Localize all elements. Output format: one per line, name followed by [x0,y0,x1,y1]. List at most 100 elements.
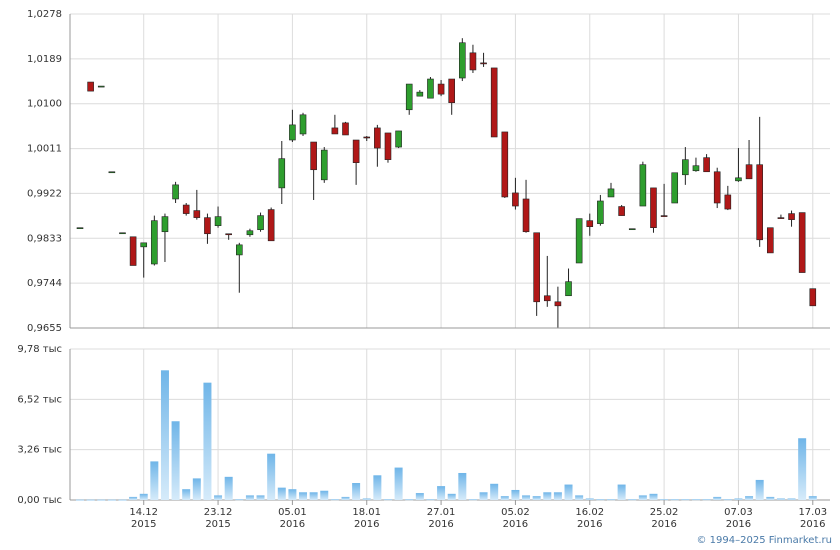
candle-body [352,139,360,163]
candle-body [597,200,604,224]
candle-body [342,122,349,136]
candle-body [289,124,296,141]
volume-bar [745,496,754,500]
candle-body [108,171,116,174]
y-tick-label: 1,0011 [27,144,62,155]
candle-body [363,136,371,139]
candle-body [257,215,264,231]
candle-body [575,218,583,264]
volume-bar [511,489,520,500]
candle-body [788,213,795,220]
candle-body [777,217,785,219]
candle-body [480,62,487,65]
candle-body [374,127,381,149]
volume-bar [649,493,658,500]
volume-bar [394,467,403,500]
volume-bar [532,496,541,500]
candle-body [310,141,317,171]
volume-bar [97,499,106,501]
volume-bar [330,499,339,501]
volume-bar [798,438,807,500]
candle-body [427,78,434,99]
candle-body [554,301,562,307]
candle-body [87,81,94,92]
x-tick-label: 16.02 2016 [575,507,605,530]
candle-body [204,217,211,235]
volume-bar [150,461,159,500]
candle-body [151,220,158,265]
candle-body [416,91,424,97]
volume-bar [447,493,456,500]
volume-bar [468,499,477,501]
candle-body [384,132,392,160]
candle-body [628,228,636,231]
x-tick-label: 17.03 2016 [798,507,828,530]
candle-body [119,232,126,235]
x-tick-label: 14.12 2015 [129,507,159,530]
candle-body [278,158,286,189]
candle-body [660,215,668,217]
candle-body [522,198,530,233]
y-tick-label: 0,9744 [27,278,62,289]
volume-bar [362,498,371,500]
volume-bar [713,496,722,500]
y-tick-label: 1,0100 [27,99,62,110]
candle-body [97,85,105,88]
candle-body [172,184,179,200]
x-tick-label: 05.02 2016 [501,507,530,530]
candle-body [618,206,625,216]
footer: © 1994–2025 Finmarket.ru [696,535,832,546]
volume-bar [660,499,669,501]
volume-bar [107,499,116,501]
candle-body [490,67,498,138]
volume-bar [458,472,467,500]
candle-body [129,236,137,266]
volume-bar [787,498,796,500]
volume-bar [256,495,265,500]
candle-body [756,164,763,241]
volume-bar [86,499,95,501]
volume-bar [723,499,732,501]
volume-bar [575,495,584,500]
volume-bar [734,498,743,500]
volume-bar [500,496,509,500]
y-tick-label: 0,9833 [27,233,62,244]
candle-body [405,83,413,111]
candle-body [735,177,742,182]
volume-bar [596,499,605,501]
candle-body [745,164,753,180]
volume-bar [490,483,499,500]
volume-bar [479,492,488,500]
y-tick-label: 1,0189 [27,54,62,65]
volume-bar [628,499,637,501]
volume-bar [320,490,329,500]
volume-bar [171,421,180,500]
volume-bar [553,492,562,500]
candle-body [512,192,519,207]
candle-body [724,194,732,210]
volume-bar [373,475,382,500]
candle-body [459,42,466,79]
volume-bar [766,496,775,500]
volume-bar [405,499,414,501]
candle-body [267,209,275,242]
volume-bar [118,499,127,501]
x-tick-label: 23.12 2015 [203,507,233,530]
volume-bar [426,499,435,501]
candle-body [586,220,594,227]
volume-bar [160,370,169,500]
x-tick-label: 25.02 2016 [649,507,679,530]
volume-bar [224,476,233,500]
volume-bar [182,489,191,500]
candle-body [543,295,551,302]
candle-body [193,210,201,218]
volume-bar [564,484,573,500]
volume-bar [288,489,297,500]
x-tick-label: 07.03 2016 [724,507,753,530]
volume-bar [299,492,308,500]
candle-body [246,230,254,236]
volume-bar [415,493,424,500]
volume-bar [670,499,679,501]
volume-bar [309,492,318,500]
y-tick-label: 0,9922 [27,188,62,199]
